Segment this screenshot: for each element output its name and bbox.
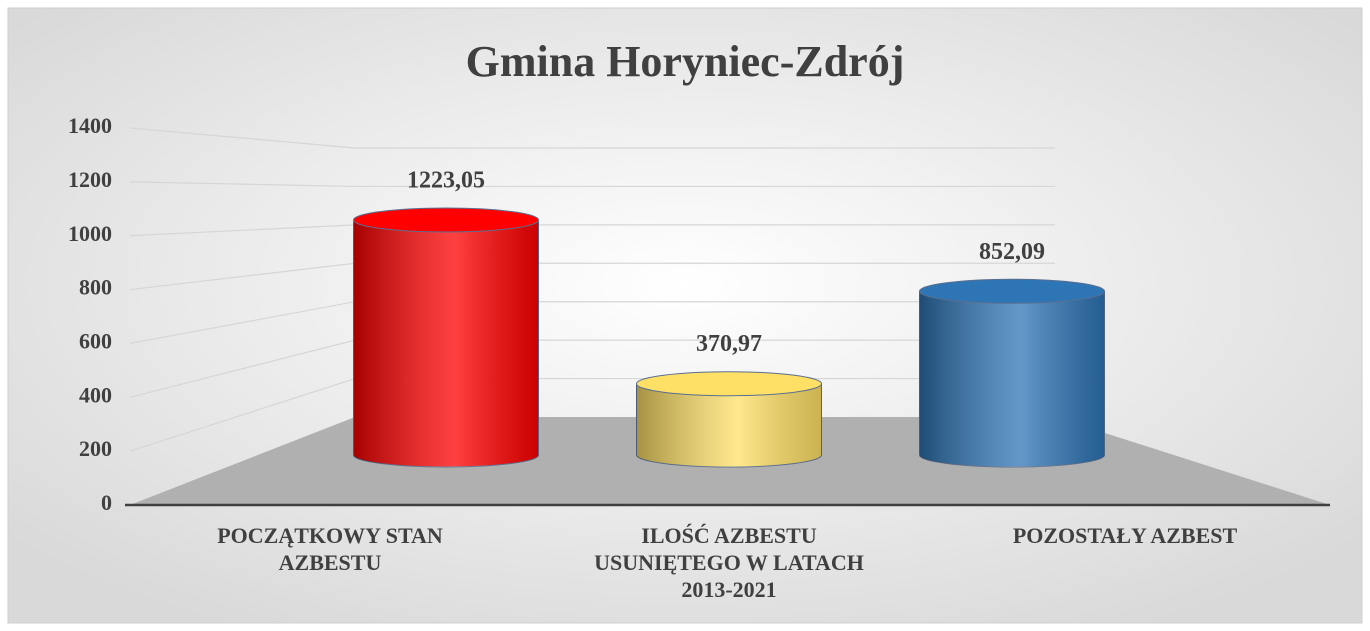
- y-tick-label: 400: [79, 382, 112, 407]
- y-tick-label: 0: [101, 490, 112, 515]
- x-tick-label: POZOSTAŁY AZBEST: [1012, 523, 1238, 548]
- bar-top: [636, 371, 822, 397]
- y-tick-label: 1400: [68, 113, 112, 138]
- y-tick-label: 1000: [68, 221, 112, 246]
- value-label: 370,97: [696, 331, 762, 357]
- bar-top: [353, 207, 539, 233]
- grid-line: [129, 181, 1055, 188]
- x-tick-label: POCZĄTKOWY STAN AZBESTU: [217, 523, 443, 575]
- bar-top: [919, 278, 1105, 304]
- y-tick-label: 800: [79, 275, 112, 300]
- y-tick-label: 200: [79, 436, 112, 461]
- grid-line: [129, 127, 1055, 149]
- value-label: 852,09: [979, 239, 1045, 265]
- background: [7, 7, 1363, 624]
- bar-shade: [919, 291, 1105, 467]
- y-tick-label: 600: [79, 328, 112, 353]
- chart-title: Gmina Horyniec-Zdrój: [466, 37, 905, 86]
- y-tick-label: 1200: [68, 167, 112, 192]
- x-tick-label: ILOŚĆ AZBESTU USUNIĘTEGO W LATACH 2013-2…: [594, 523, 864, 602]
- bar-shade: [353, 219, 539, 467]
- value-label: 1223,05: [407, 167, 485, 193]
- bar-shade: [636, 383, 822, 467]
